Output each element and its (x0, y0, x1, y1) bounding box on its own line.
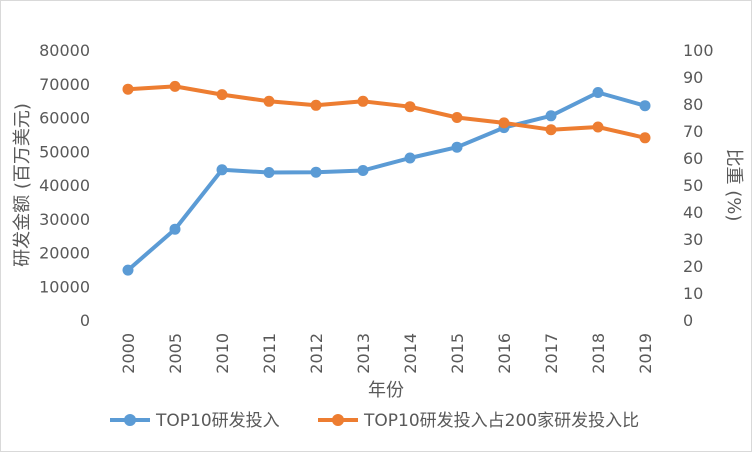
y-axis-left-title: 研发金额 (百万美元) (12, 103, 33, 267)
series-line-2 (126, 84, 647, 140)
series-1-point (545, 110, 557, 122)
series-2-point (357, 95, 369, 107)
x-tick-label: 2016 (495, 333, 514, 374)
y-left-tick-label: 10000 (39, 277, 90, 296)
x-tick-label: 2011 (260, 333, 279, 374)
y-left-tick-label: 20000 (39, 244, 90, 263)
series-1-point (451, 141, 463, 153)
series-1-point (169, 223, 181, 235)
y-left-tick-label: 60000 (39, 109, 90, 128)
y-right-tick-label: 50 (683, 176, 703, 195)
x-tick-label: 2013 (354, 333, 373, 374)
y-left-tick-label: 30000 (39, 210, 90, 229)
series-1-point (263, 167, 275, 178)
series-2-point (545, 124, 557, 136)
series-1-point (357, 165, 369, 176)
series-2-point (169, 80, 181, 92)
series-1-point (216, 164, 228, 176)
legend-marker-series-1 (124, 414, 136, 426)
series-layer (122, 80, 651, 276)
y-right-tick-label: 30 (683, 230, 703, 249)
y-right-tick-label: 70 (683, 122, 703, 141)
series-2-point (216, 89, 228, 101)
y-right-tick-label: 10 (683, 284, 703, 303)
series-2-point (639, 132, 651, 144)
legend-label-series-1: TOP10研发投入 (155, 411, 280, 431)
series-1-point (592, 87, 604, 98)
x-tick-label: 2000 (119, 333, 138, 374)
y-right-tick-label: 80 (683, 95, 703, 114)
series-line-1 (126, 90, 647, 273)
x-tick-label: 2015 (448, 333, 467, 374)
x-axis-ticks: 2000 2005 2010 2011 2012 2013 2014 2015 2016 2017… (119, 333, 655, 374)
series-1-point (639, 100, 651, 112)
y-left-tick-label: 40000 (39, 176, 90, 195)
left-axis-ticks: 80000 70000 60000 50000 40000 30000 20000 10000… (39, 41, 90, 330)
series-2-point (592, 121, 604, 133)
y-right-tick-label: 60 (683, 149, 703, 168)
y-right-tick-label: 0 (683, 311, 693, 330)
x-tick-label: 2019 (636, 333, 655, 374)
x-tick-label: 2017 (542, 333, 561, 374)
x-axis-title: 年份 (368, 380, 404, 401)
legend-label-series-2: TOP10研发投入占200家研发投入比 (363, 411, 639, 431)
y-right-tick-label: 40 (683, 203, 703, 222)
series-1-point (404, 152, 416, 164)
legend: TOP10研发投入 TOP10研发投入占200家研发投入比 (110, 411, 639, 431)
series-2-point (451, 112, 463, 123)
series-1-point (122, 264, 134, 276)
y-right-tick-label: 100 (683, 41, 714, 60)
series-2-point (310, 99, 322, 111)
x-tick-label: 2005 (166, 333, 185, 374)
y-left-tick-label: 50000 (39, 142, 90, 161)
x-tick-label: 2012 (307, 333, 326, 374)
legend-item-series-1: TOP10研发投入 (110, 411, 280, 431)
series-2-point (122, 83, 134, 95)
legend-item-series-2: TOP10研发投入占200家研发投入比 (318, 411, 639, 431)
x-tick-label: 2014 (401, 333, 420, 374)
y-right-tick-label: 90 (683, 68, 703, 87)
series-2-point (498, 117, 510, 129)
y-left-tick-label: 70000 (39, 75, 90, 94)
x-tick-label: 2018 (589, 333, 608, 374)
y-left-tick-label: 0 (80, 311, 90, 330)
series-2-point (263, 95, 275, 107)
series-1-point (310, 166, 322, 178)
y-left-tick-label: 80000 (39, 41, 90, 60)
y-axis-right-title: 比重 (%) (723, 149, 744, 222)
legend-marker-series-2 (332, 414, 344, 426)
series-2-point (404, 101, 416, 113)
y-right-tick-label: 20 (683, 257, 703, 276)
x-tick-label: 2010 (213, 333, 232, 374)
